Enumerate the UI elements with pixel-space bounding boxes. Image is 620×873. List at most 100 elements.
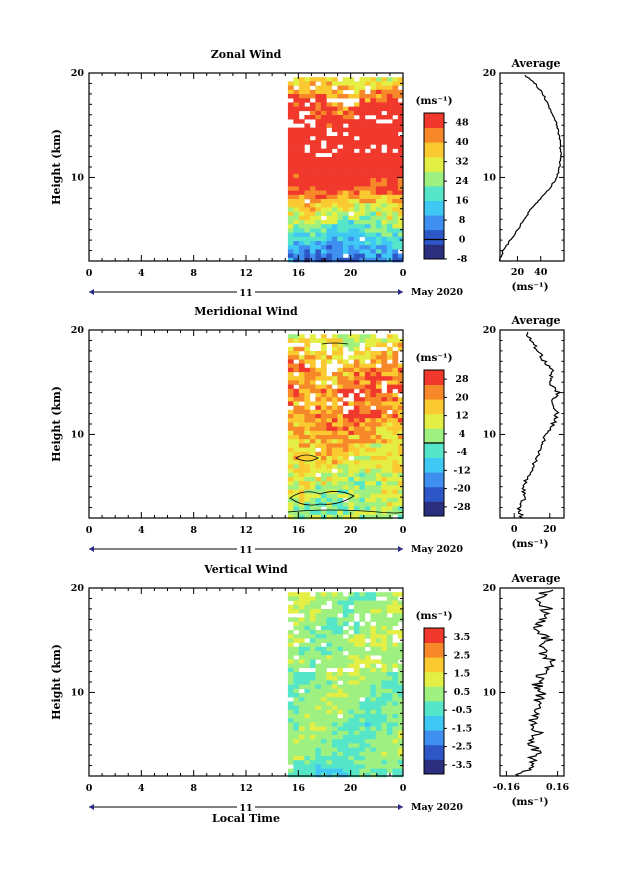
heatmap-cell xyxy=(342,418,349,423)
heatmap-cell xyxy=(392,498,399,503)
heatmap-cell xyxy=(315,106,322,112)
heatmap-cell xyxy=(331,334,338,339)
heatmap-cell xyxy=(342,363,349,369)
heatmap-cell xyxy=(375,506,382,511)
heatmap-cell xyxy=(353,464,360,469)
heatmap-cell xyxy=(320,148,327,154)
heatmap-cell xyxy=(320,102,327,107)
heatmap-cell xyxy=(320,634,327,639)
heatmap-cell xyxy=(293,730,300,736)
heatmap-cell xyxy=(287,672,294,677)
heatmap-cell xyxy=(370,245,377,250)
heatmap-cell xyxy=(326,85,333,91)
heatmap-cell xyxy=(353,81,360,86)
heatmap-cell xyxy=(348,384,355,390)
heatmap-cell xyxy=(320,772,327,778)
heatmap-cell xyxy=(392,89,399,95)
heatmap-cell xyxy=(304,672,311,677)
heatmap-cell xyxy=(287,363,294,369)
heatmap-cell xyxy=(320,228,327,233)
heatmap-cell xyxy=(293,514,300,520)
heatmap-cell xyxy=(375,430,382,436)
heatmap-cell xyxy=(348,510,355,516)
heatmap-cell xyxy=(359,338,366,343)
heatmap-cell xyxy=(353,123,360,128)
heatmap-cell xyxy=(298,481,305,486)
heatmap-cell xyxy=(370,638,377,643)
heatmap-cell xyxy=(386,638,393,643)
heatmap-cell xyxy=(331,89,338,95)
heatmap-cell xyxy=(364,751,371,757)
heatmap-cell xyxy=(287,106,294,112)
heatmap-cell xyxy=(397,613,404,618)
heatmap-cell xyxy=(304,630,311,635)
heatmap-cell xyxy=(348,730,355,736)
heatmap-cell xyxy=(386,447,393,453)
colorbar-label: 3.5 xyxy=(454,632,471,643)
heatmap-cell xyxy=(392,714,399,719)
heatmap-cell xyxy=(353,89,360,95)
heatmap-cell xyxy=(381,489,388,495)
heatmap-cell xyxy=(359,439,366,444)
heatmap-cell xyxy=(348,506,355,511)
heatmap-cell xyxy=(326,756,333,761)
heatmap-cell xyxy=(381,367,388,373)
heatmap-cell xyxy=(381,514,388,520)
heatmap-cell xyxy=(337,697,344,702)
heatmap-cell xyxy=(364,346,371,352)
heatmap-cell xyxy=(309,760,316,765)
heatmap-cell xyxy=(381,77,388,82)
heatmap-cell xyxy=(315,232,322,238)
heatmap-cell xyxy=(353,764,360,769)
heatmap-cell xyxy=(364,106,371,112)
heatmap-cell xyxy=(293,435,300,440)
heatmap-cell xyxy=(397,604,404,610)
heatmap-cell xyxy=(397,106,404,112)
heatmap-cell xyxy=(370,506,377,511)
heatmap-cell xyxy=(287,493,294,499)
heatmap-cell xyxy=(320,439,327,444)
heatmap-cell xyxy=(364,384,371,390)
heatmap-cell xyxy=(359,89,366,95)
heatmap-cell xyxy=(342,510,349,516)
heatmap-cell xyxy=(381,178,388,183)
heatmap-cell xyxy=(309,152,316,158)
heatmap-cell xyxy=(381,165,388,170)
heatmap-cell xyxy=(375,684,382,690)
heatmap-cell xyxy=(309,688,316,694)
heatmap-cell xyxy=(309,756,316,761)
heatmap-cell xyxy=(359,481,366,486)
heatmap-cell xyxy=(342,376,349,381)
heatmap-cell xyxy=(353,426,360,432)
heatmap-cell xyxy=(386,173,393,179)
heatmap-cell xyxy=(359,397,366,402)
heatmap-cell xyxy=(392,426,399,432)
heatmap-cell xyxy=(320,680,327,685)
heatmap-cell xyxy=(298,430,305,436)
colorbar-label: 0 xyxy=(459,235,466,246)
heatmap-cell xyxy=(293,173,300,179)
heatmap-cell xyxy=(293,367,300,373)
heatmap-cell xyxy=(309,194,316,200)
heatmap-cell xyxy=(326,376,333,381)
heatmap-cell xyxy=(309,439,316,444)
heatmap-cell xyxy=(348,596,355,601)
heatmap-cell xyxy=(298,768,305,774)
heatmap-cell xyxy=(309,709,316,715)
heatmap-cell xyxy=(320,722,327,727)
heatmap-cell xyxy=(364,186,371,191)
heatmap-cell xyxy=(397,772,404,778)
heatmap-cell xyxy=(342,714,349,719)
heatmap-cell xyxy=(337,110,344,116)
heatmap-cell xyxy=(359,203,366,208)
heatmap-cell xyxy=(397,646,404,652)
colorbar-swatch xyxy=(424,628,444,643)
heatmap-cell xyxy=(287,426,294,432)
heatmap-cell xyxy=(315,764,322,769)
heatmap-cell xyxy=(364,422,371,427)
heatmap-cell xyxy=(293,726,300,732)
heatmap-cell xyxy=(359,667,366,673)
heatmap-cell xyxy=(331,651,338,656)
colorbar-swatch xyxy=(424,142,444,158)
heatmap-cell xyxy=(353,220,360,225)
